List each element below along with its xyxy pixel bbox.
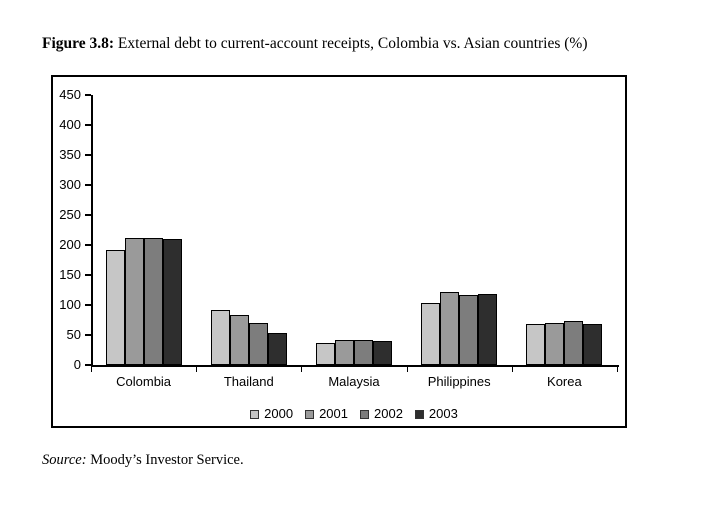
bar-thailand-2000 (210, 309, 230, 365)
bar-korea-2001 (545, 323, 565, 365)
bar-malaysia-2000 (316, 343, 335, 365)
legend-item-2002: 2002 (360, 407, 403, 421)
bar-colombia-2003 (162, 239, 182, 365)
bar-malaysia-2002 (354, 340, 373, 365)
x-axis-tick (196, 365, 198, 372)
bar-thailand-2001 (229, 315, 249, 365)
y-axis-tick (85, 274, 91, 276)
x-axis-line (91, 365, 619, 367)
bar-colombia-2002 (143, 237, 163, 365)
x-axis-category-label: Thailand (223, 374, 274, 389)
bar-thailand-2002 (248, 323, 268, 365)
y-axis-tick (85, 124, 91, 126)
legend-item-2001: 2001 (305, 407, 348, 421)
bar-malaysia-2001 (335, 340, 354, 365)
y-axis-tick-label: 150 (59, 267, 81, 282)
legend-swatch-icon (360, 409, 369, 419)
x-axis-tick (406, 365, 408, 372)
y-axis-tick-label: 250 (59, 207, 81, 222)
y-axis-tick (85, 364, 91, 366)
x-axis-tick (301, 365, 303, 372)
bar-korea-2000 (526, 324, 546, 365)
source-text: Moody’s Investor Service. (90, 452, 244, 468)
bar-philippines-2002 (459, 295, 479, 365)
y-axis-tick (85, 304, 91, 306)
figure-title: Figure 3.8: External debt to current-acc… (42, 34, 712, 54)
legend-label: 2001 (319, 406, 348, 421)
legend-swatch-icon (414, 409, 424, 419)
legend-item-2003: 2003 (414, 406, 458, 421)
bar-korea-2002 (564, 321, 584, 365)
figure-title-text: External debt to current-account receipt… (117, 35, 588, 52)
y-axis-line (91, 95, 93, 367)
legend-swatch-icon (250, 409, 260, 419)
y-axis-tick-label: 0 (73, 357, 81, 372)
y-axis-tick-label: 350 (59, 147, 81, 162)
y-axis-tick (85, 214, 91, 216)
legend-label: 2002 (374, 406, 403, 421)
x-axis-tick (91, 365, 92, 372)
x-axis-category-label: Philippines (427, 374, 491, 389)
y-axis-tick-label: 300 (59, 177, 81, 192)
x-axis-category-label: Colombia (116, 374, 172, 389)
bar-philippines-2001 (440, 292, 460, 365)
figure-title-label: Figure 3.8: (42, 35, 115, 52)
y-axis-tick-label: 450 (59, 87, 81, 102)
x-axis-category-label: Malaysia (328, 374, 380, 389)
legend-label: 2000 (264, 406, 294, 421)
x-axis-tick (511, 365, 513, 372)
bar-korea-2003 (583, 324, 603, 365)
legend-item-2000: 2000 (250, 407, 293, 421)
y-axis-tick-label: 200 (59, 237, 81, 252)
y-axis-tick (85, 184, 91, 186)
bar-philippines-2000 (421, 302, 441, 365)
y-axis-tick-label: 400 (59, 117, 81, 132)
y-axis-tick (85, 154, 91, 156)
bar-colombia-2000 (105, 249, 125, 365)
y-axis-tick-label: 50 (66, 327, 81, 342)
source-label: Source: (42, 452, 87, 468)
x-axis-tick (617, 365, 618, 372)
legend-swatch-icon (305, 409, 315, 419)
y-axis-tick (85, 334, 91, 336)
source-note: Source: Moody’s Investor Service. (42, 452, 244, 469)
bar-colombia-2001 (124, 237, 144, 365)
chart-legend: 2000 2001 2002 2003 (91, 407, 617, 421)
bar-malaysia-2003 (373, 341, 392, 365)
y-axis-tick (85, 94, 91, 96)
x-axis-category-label: Korea (547, 374, 582, 389)
chart-frame: 0 50 100 150 200 250 300 350 400 450 Colombia Thail… (51, 75, 627, 428)
bar-philippines-2003 (478, 293, 498, 365)
y-axis-tick-label: 100 (59, 297, 81, 312)
legend-label: 2003 (428, 406, 458, 421)
y-axis-tick (85, 244, 91, 246)
bar-thailand-2003 (267, 333, 287, 365)
